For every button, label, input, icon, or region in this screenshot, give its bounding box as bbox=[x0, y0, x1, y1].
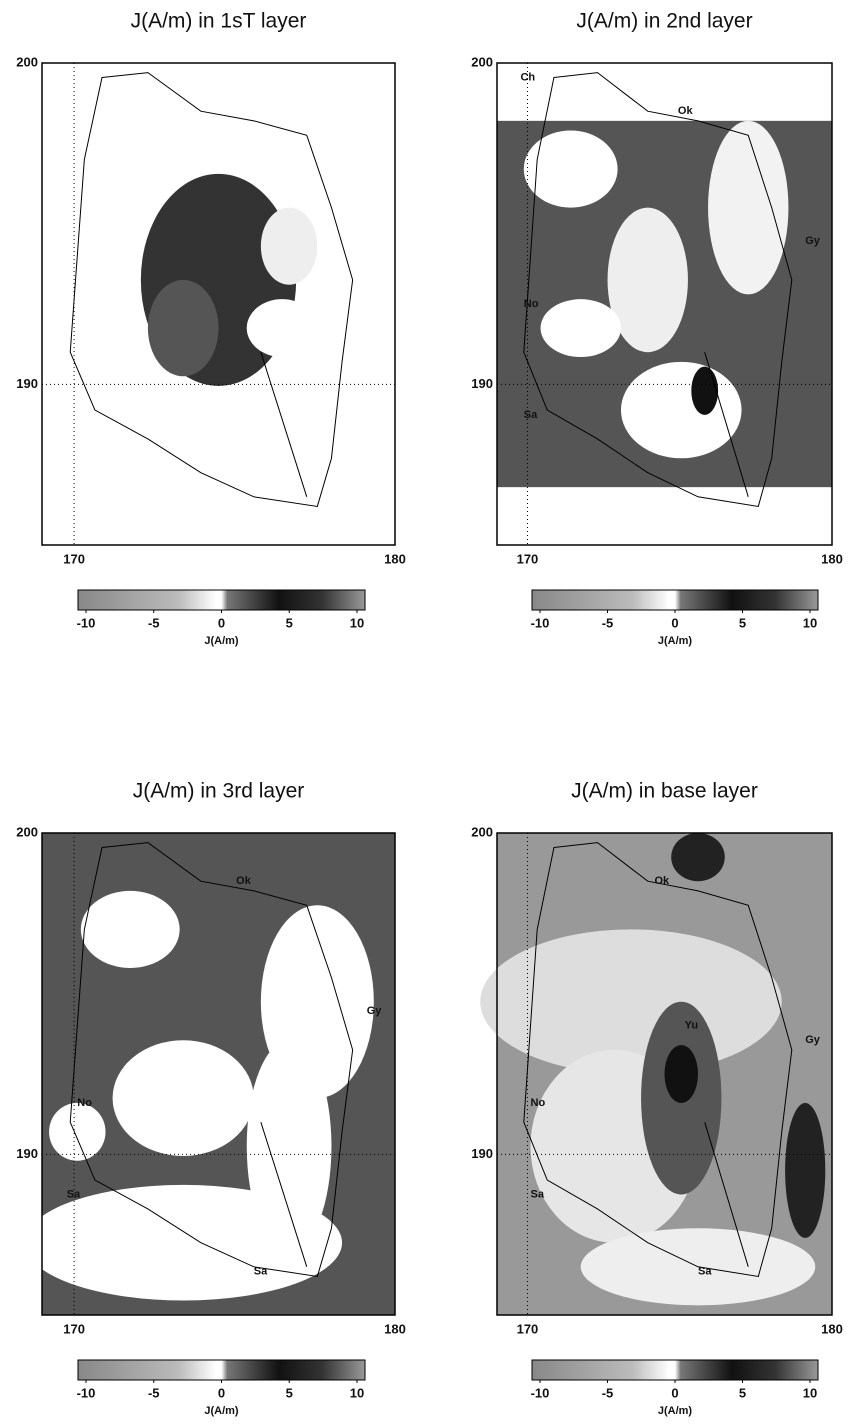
field-patch bbox=[113, 1040, 254, 1156]
place-label: Sa bbox=[531, 1188, 545, 1200]
place-label: No bbox=[77, 1097, 92, 1109]
field-patch bbox=[785, 1103, 825, 1238]
colorbar-tick-label: 5 bbox=[286, 1385, 293, 1400]
x-tick-label: 180 bbox=[821, 1321, 843, 1336]
field-patch bbox=[524, 130, 618, 207]
field-patch bbox=[665, 1045, 699, 1103]
x-tick-label: 180 bbox=[384, 1321, 406, 1336]
colorbar-label: J(A/m) bbox=[658, 635, 693, 647]
colorbar-label: J(A/m) bbox=[204, 635, 239, 647]
colorbar bbox=[532, 590, 818, 610]
y-tick-label: 190 bbox=[471, 1146, 493, 1161]
colorbar-tick-label: 0 bbox=[671, 615, 678, 630]
colorbar-tick-label: 0 bbox=[218, 615, 225, 630]
place-label: Gy bbox=[805, 235, 821, 247]
x-tick-label: 180 bbox=[384, 551, 406, 566]
map-panel bbox=[497, 63, 832, 545]
place-label: Gy bbox=[805, 1034, 821, 1046]
y-tick-label: 190 bbox=[471, 376, 493, 391]
x-tick-label: 170 bbox=[517, 1321, 539, 1336]
panel-title: J(A/m) in 1sT layer bbox=[131, 10, 307, 33]
colorbar-tick-label: 5 bbox=[739, 1385, 746, 1400]
x-tick-label: 170 bbox=[63, 1321, 85, 1336]
place-label: Yu bbox=[685, 1020, 698, 1032]
y-tick-label: 200 bbox=[16, 824, 38, 839]
field-patch bbox=[671, 833, 725, 881]
y-tick-label: 200 bbox=[471, 54, 493, 69]
place-label: Sa bbox=[698, 1266, 712, 1278]
colorbar-tick-label: 0 bbox=[218, 1385, 225, 1400]
colorbar-tick-label: 10 bbox=[803, 615, 817, 630]
colorbar-tick-label: 10 bbox=[803, 1385, 817, 1400]
map-panel bbox=[24, 833, 395, 1315]
panel-title: J(A/m) in 3rd layer bbox=[133, 780, 305, 803]
place-label: No bbox=[531, 1097, 546, 1109]
x-tick-label: 180 bbox=[821, 551, 843, 566]
colorbar bbox=[78, 590, 365, 610]
field-patch bbox=[261, 208, 317, 285]
place-label: Ok bbox=[654, 875, 670, 887]
field-patch bbox=[621, 362, 742, 458]
colorbar-label: J(A/m) bbox=[658, 1405, 693, 1417]
field-patch bbox=[148, 280, 219, 376]
field-patch bbox=[81, 891, 180, 968]
place-label: Sa bbox=[254, 1266, 268, 1278]
field-patch bbox=[541, 299, 621, 357]
place-label: Gy bbox=[367, 1005, 383, 1017]
colorbar-tick-label: -5 bbox=[148, 1385, 160, 1400]
colorbar-tick-label: 5 bbox=[739, 615, 746, 630]
field-patch bbox=[247, 299, 318, 357]
y-tick-label: 190 bbox=[16, 1146, 38, 1161]
map-panel bbox=[480, 833, 832, 1315]
colorbar-tick-label: -5 bbox=[602, 1385, 614, 1400]
colorbar-tick-label: 10 bbox=[350, 615, 364, 630]
place-label: Ch bbox=[520, 71, 535, 83]
colorbar-tick-label: -10 bbox=[531, 615, 550, 630]
y-tick-label: 200 bbox=[471, 824, 493, 839]
figure: J(A/m) in 1sT layer 170 180 190 200 -10 -5 0 5 10… bbox=[0, 0, 860, 1424]
y-tick-label: 200 bbox=[16, 54, 38, 69]
x-tick-label: 170 bbox=[63, 551, 85, 566]
field-patch bbox=[691, 367, 718, 415]
panel-title: J(A/m) in 2nd layer bbox=[576, 10, 752, 33]
colorbar bbox=[532, 1360, 818, 1380]
place-label: Sa bbox=[524, 409, 538, 421]
colorbar-tick-label: -5 bbox=[148, 615, 160, 630]
place-label: No bbox=[524, 298, 539, 310]
place-label: Sa bbox=[67, 1188, 81, 1200]
colorbar-tick-label: 0 bbox=[671, 1385, 678, 1400]
panel-title: J(A/m) in base layer bbox=[571, 780, 758, 803]
colorbar bbox=[78, 1360, 365, 1380]
y-tick-label: 190 bbox=[16, 376, 38, 391]
colorbar-tick-label: -10 bbox=[77, 1385, 96, 1400]
colorbar-tick-label: 10 bbox=[350, 1385, 364, 1400]
place-label: Ok bbox=[678, 105, 694, 117]
colorbar-tick-label: -5 bbox=[602, 615, 614, 630]
place-label: Ok bbox=[236, 875, 252, 887]
colorbar-tick-label: -10 bbox=[531, 1385, 550, 1400]
field-patch bbox=[49, 1103, 105, 1161]
colorbar-tick-label: -10 bbox=[77, 615, 96, 630]
field-patch bbox=[708, 121, 788, 295]
map-panel bbox=[42, 63, 395, 545]
colorbar-tick-label: 5 bbox=[286, 615, 293, 630]
field-patch bbox=[247, 1040, 332, 1252]
x-tick-label: 170 bbox=[517, 551, 539, 566]
colorbar-label: J(A/m) bbox=[204, 1405, 239, 1417]
